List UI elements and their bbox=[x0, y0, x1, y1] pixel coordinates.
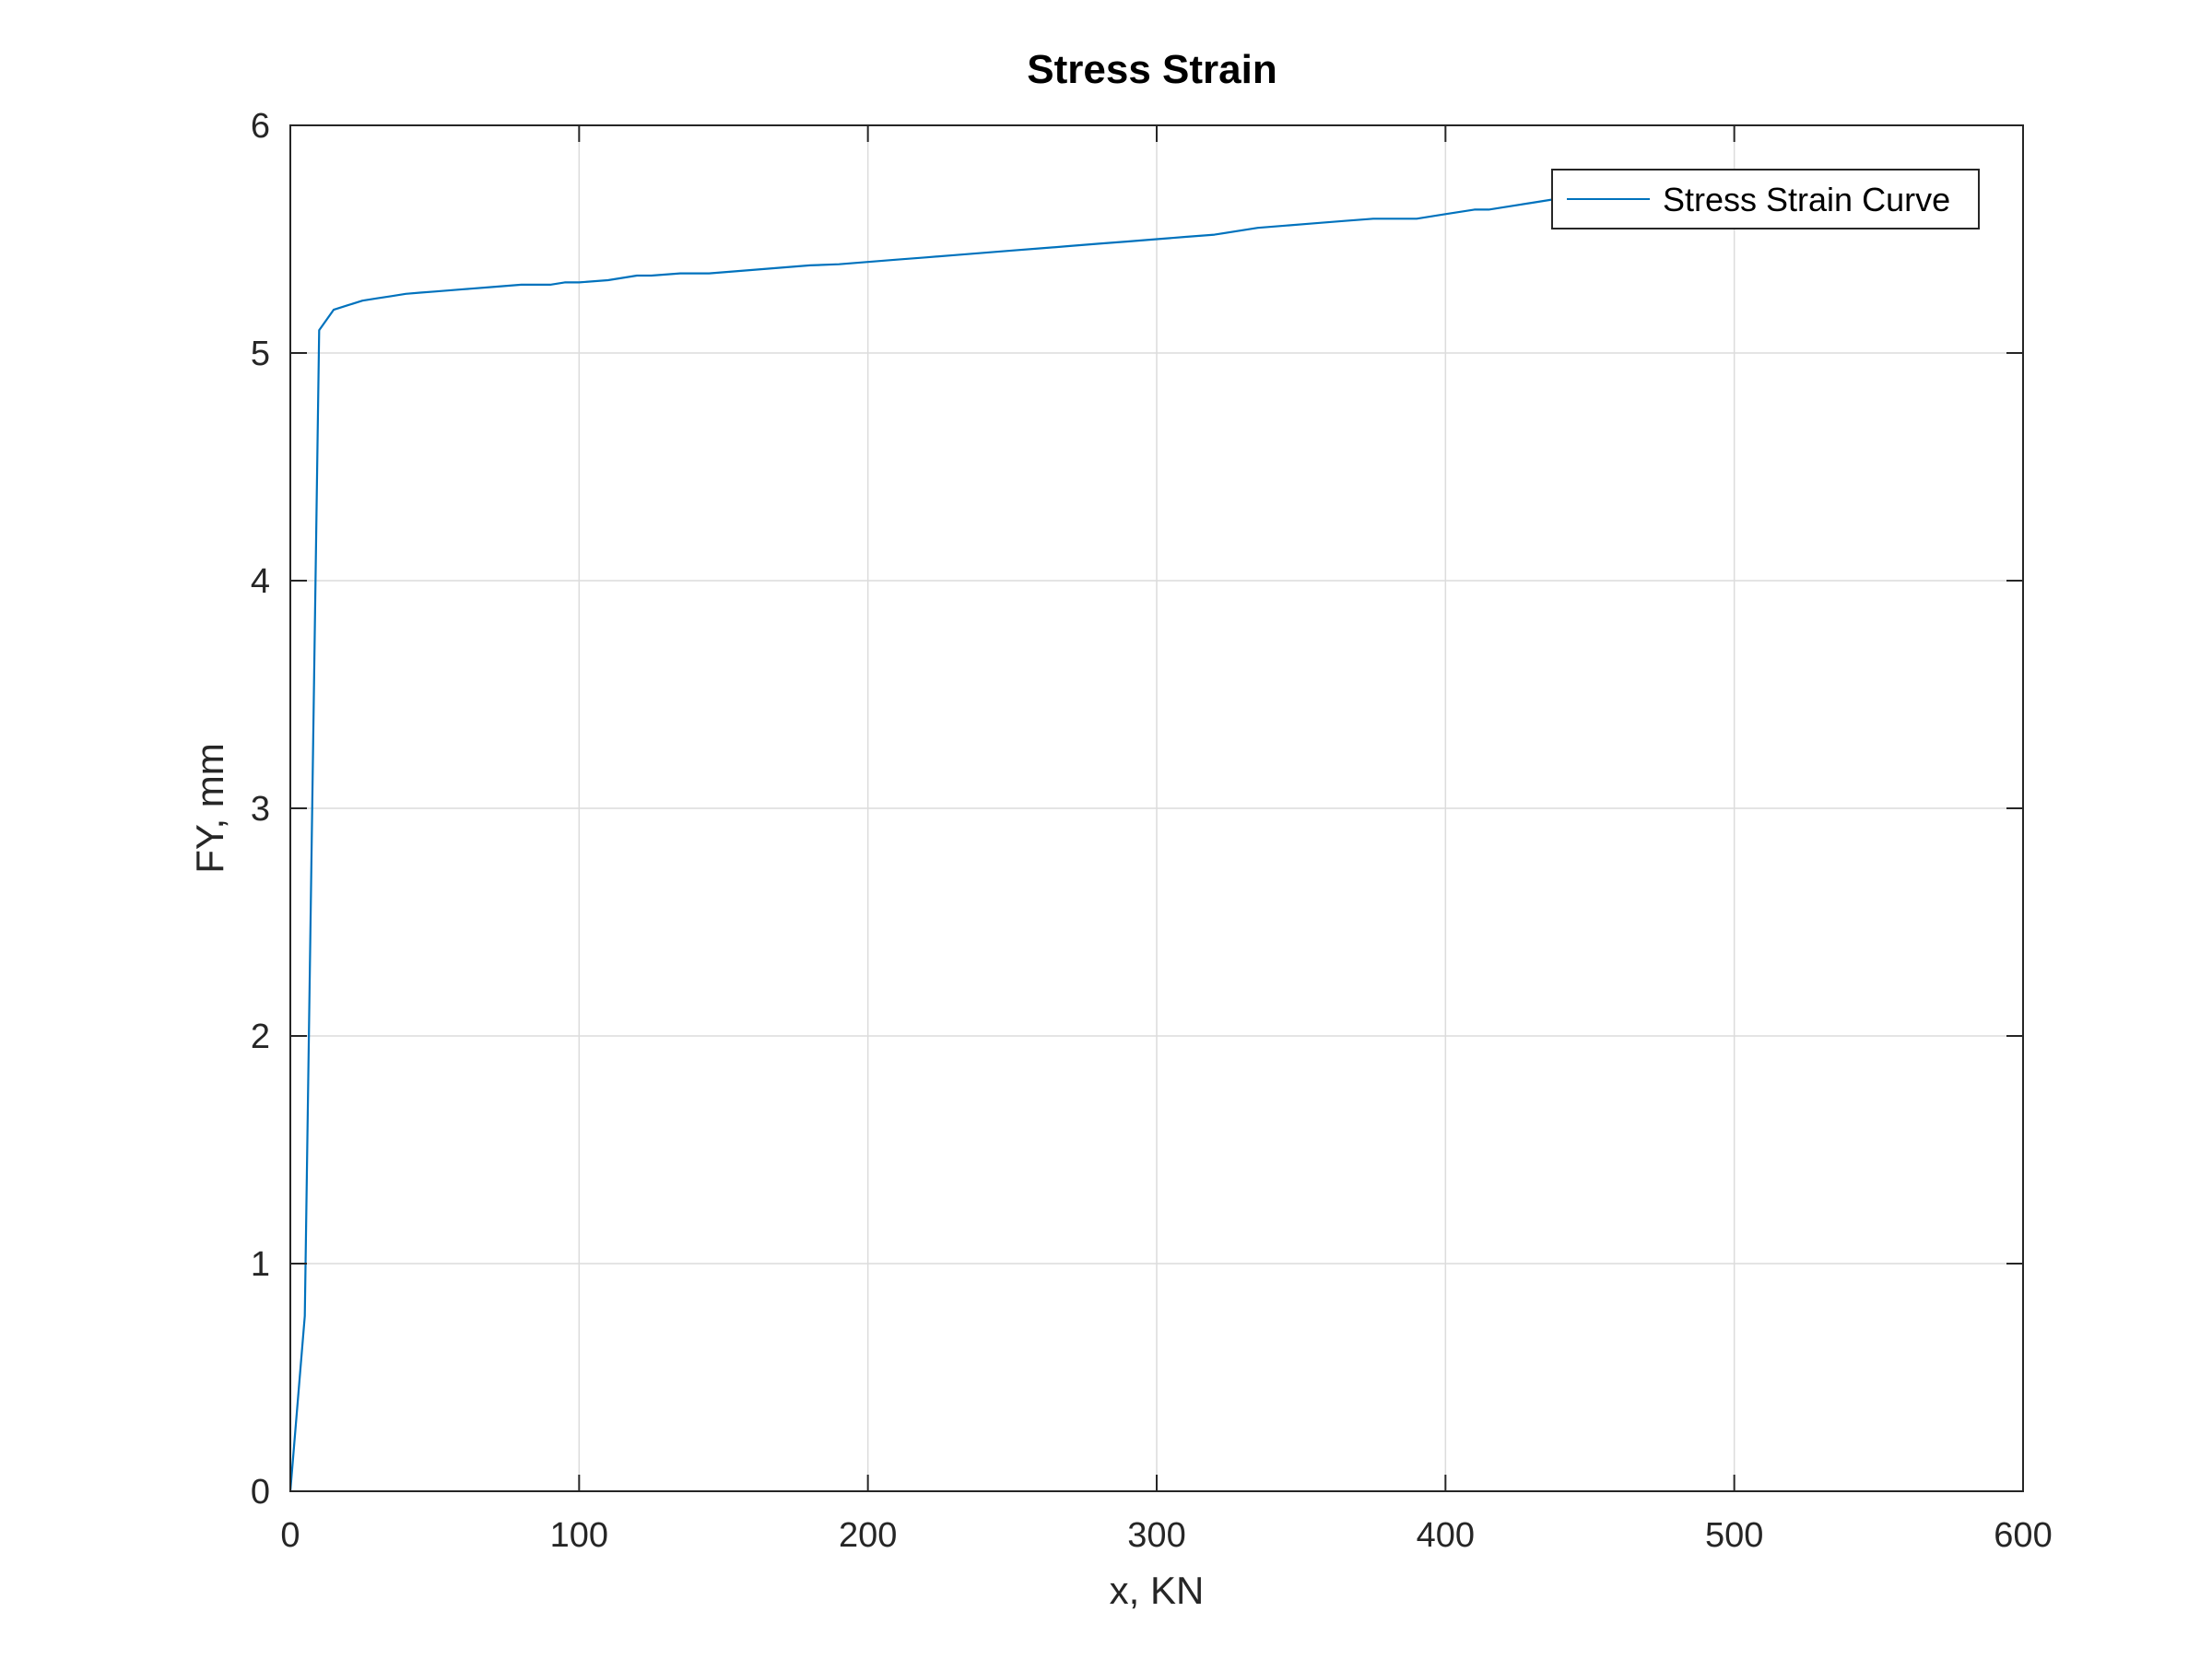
x-tick-label: 300 bbox=[1127, 1516, 1185, 1555]
x-tick-label: 200 bbox=[839, 1516, 897, 1555]
y-axis-label: FY, mm bbox=[188, 743, 231, 874]
y-tick-label: 1 bbox=[251, 1245, 270, 1284]
x-tick-label: 0 bbox=[280, 1516, 300, 1555]
chart-title: Stress Strain bbox=[1027, 47, 1277, 92]
y-tick-label: 5 bbox=[251, 335, 270, 373]
y-tick-label: 4 bbox=[251, 562, 270, 601]
y-tick-label: 3 bbox=[251, 790, 270, 829]
axis-ticks bbox=[289, 124, 2024, 1492]
y-tick-label: 0 bbox=[251, 1473, 270, 1512]
x-tick-label: 100 bbox=[550, 1516, 608, 1555]
x-tick-label: 400 bbox=[1417, 1516, 1475, 1555]
x-tick-label: 500 bbox=[1705, 1516, 1763, 1555]
grid-lines bbox=[290, 125, 2023, 1491]
y-tick-label: 6 bbox=[251, 107, 270, 146]
x-axis-label: x, KN bbox=[1110, 1569, 1205, 1612]
legend-entry-label: Stress Strain Curve bbox=[1663, 181, 1950, 218]
x-tick-label: 600 bbox=[1994, 1516, 2052, 1555]
x-tick-labels: 0 100 200 300 400 500 600 bbox=[280, 1516, 2052, 1555]
y-tick-label: 2 bbox=[251, 1018, 270, 1056]
y-tick-labels: 0 1 2 3 4 5 6 bbox=[251, 107, 270, 1512]
legend: Stress Strain Curve bbox=[1551, 169, 1980, 229]
